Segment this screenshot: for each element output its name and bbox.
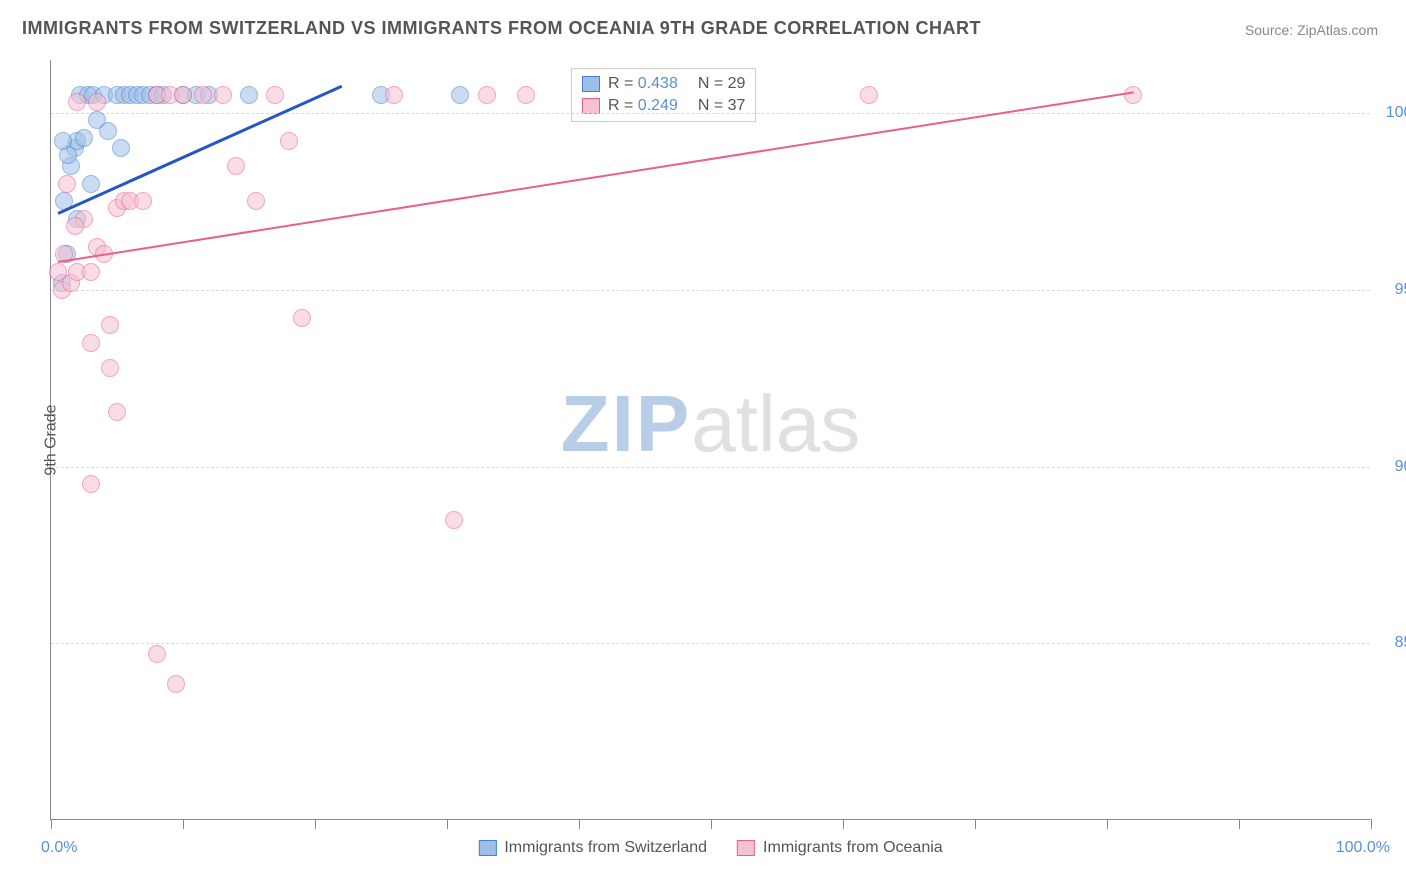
- source-label: Source: ZipAtlas.com: [1245, 22, 1378, 38]
- data-point: [194, 86, 212, 104]
- data-point: [167, 675, 185, 693]
- data-point: [227, 157, 245, 175]
- data-point: [240, 86, 258, 104]
- x-tick: [579, 819, 580, 829]
- legend-n: N = 29: [698, 75, 746, 93]
- data-point: [66, 217, 84, 235]
- data-point: [82, 263, 100, 281]
- watermark-zip: ZIP: [561, 379, 691, 468]
- x-tick: [1239, 819, 1240, 829]
- data-point: [82, 334, 100, 352]
- data-point: [108, 403, 126, 421]
- data-point: [385, 86, 403, 104]
- data-point: [54, 132, 72, 150]
- data-point: [134, 192, 152, 210]
- data-point: [82, 175, 100, 193]
- legend-row: R = 0.438 N = 29: [582, 73, 745, 95]
- bottom-legend-item: Immigrants from Oceania: [737, 839, 943, 857]
- data-point: [1124, 86, 1142, 104]
- data-point: [445, 511, 463, 529]
- gridline: [51, 467, 1370, 468]
- watermark: ZIPatlas: [561, 378, 860, 470]
- data-point: [99, 122, 117, 140]
- legend-swatch: [582, 98, 600, 114]
- y-tick-label: 85.0%: [1380, 634, 1406, 652]
- x-tick: [51, 819, 52, 829]
- data-point: [88, 93, 106, 111]
- watermark-atlas: atlas: [691, 379, 860, 468]
- data-point: [293, 309, 311, 327]
- data-point: [214, 86, 232, 104]
- data-point: [82, 475, 100, 493]
- data-point: [58, 175, 76, 193]
- data-point: [112, 139, 130, 157]
- x-tick: [843, 819, 844, 829]
- y-tick-label: 90.0%: [1380, 458, 1406, 476]
- gridline: [51, 113, 1370, 114]
- x-tick: [183, 819, 184, 829]
- legend-r: R = 0.438: [608, 75, 678, 93]
- x-tick: [1107, 819, 1108, 829]
- data-point: [75, 129, 93, 147]
- bottom-legend: Immigrants from Switzerland Immigrants fr…: [478, 839, 942, 857]
- x-tick: [315, 819, 316, 829]
- data-point: [101, 316, 119, 334]
- data-point: [174, 86, 192, 104]
- chart-title: IMMIGRANTS FROM SWITZERLAND VS IMMIGRANT…: [22, 18, 981, 39]
- data-point: [280, 132, 298, 150]
- data-point: [860, 86, 878, 104]
- gridline: [51, 290, 1370, 291]
- data-point: [478, 86, 496, 104]
- plot-area: 9th Grade ZIPatlas 0.0% 100.0% Immigrant…: [50, 60, 1370, 820]
- legend-swatch: [737, 840, 755, 856]
- x-tick: [975, 819, 976, 829]
- data-point: [101, 359, 119, 377]
- data-point: [266, 86, 284, 104]
- x-axis-max-label: 100.0%: [1336, 839, 1390, 857]
- bottom-legend-item: Immigrants from Switzerland: [478, 839, 707, 857]
- x-tick: [1371, 819, 1372, 829]
- legend-swatch: [478, 840, 496, 856]
- legend-swatch: [582, 76, 600, 92]
- y-tick-label: 95.0%: [1380, 281, 1406, 299]
- y-axis-title: 9th Grade: [43, 404, 61, 475]
- bottom-legend-label: Immigrants from Oceania: [763, 839, 943, 857]
- data-point: [517, 86, 535, 104]
- y-tick-label: 100.0%: [1380, 104, 1406, 122]
- x-axis-min-label: 0.0%: [41, 839, 77, 857]
- data-point: [451, 86, 469, 104]
- data-point: [148, 645, 166, 663]
- x-tick: [711, 819, 712, 829]
- bottom-legend-label: Immigrants from Switzerland: [504, 839, 707, 857]
- data-point: [68, 93, 86, 111]
- data-point: [247, 192, 265, 210]
- gridline: [51, 643, 1370, 644]
- x-tick: [447, 819, 448, 829]
